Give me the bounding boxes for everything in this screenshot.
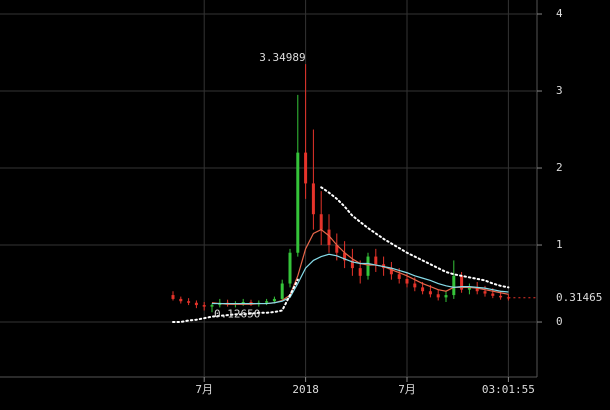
max-label: 3.34989 bbox=[259, 51, 305, 64]
candle-body bbox=[350, 260, 354, 269]
y-tick-label: 2 bbox=[556, 161, 563, 174]
candle-body bbox=[187, 301, 191, 303]
candle-body bbox=[311, 183, 315, 215]
x-tick-label: 03:01:55 bbox=[482, 383, 535, 396]
candle-body bbox=[397, 274, 401, 279]
candle-body bbox=[210, 305, 214, 307]
series-line bbox=[212, 253, 509, 305]
candle-body bbox=[288, 252, 292, 284]
candle-body bbox=[483, 291, 487, 294]
candle-body bbox=[499, 295, 503, 298]
candle-body bbox=[460, 275, 464, 290]
x-tick-label: 2018 bbox=[292, 383, 319, 396]
candle-body bbox=[194, 302, 198, 306]
y-tick-label: 3 bbox=[556, 84, 563, 97]
candle-body bbox=[491, 293, 495, 296]
candle-body bbox=[335, 245, 339, 253]
candle-body bbox=[272, 298, 276, 302]
x-tick-label: 7月 bbox=[398, 383, 416, 396]
candle-body bbox=[366, 256, 370, 276]
candle-body bbox=[280, 283, 284, 299]
candle-body bbox=[319, 214, 323, 230]
candle-body bbox=[421, 287, 425, 292]
candle-body bbox=[389, 268, 393, 275]
candle-body bbox=[428, 291, 432, 295]
candle-body bbox=[265, 301, 269, 303]
candle-body bbox=[171, 295, 175, 299]
candle-body bbox=[241, 302, 245, 304]
candle-body bbox=[436, 294, 440, 298]
candle-body bbox=[202, 305, 206, 307]
candle-body bbox=[374, 256, 378, 265]
candle-body bbox=[413, 283, 417, 288]
candle-body bbox=[475, 287, 479, 292]
candle-body bbox=[179, 298, 183, 302]
candle-body bbox=[296, 152, 300, 253]
candle-body bbox=[327, 229, 331, 246]
min-label: 0.12650 bbox=[214, 307, 260, 320]
y-tick-label: 1 bbox=[556, 238, 563, 251]
candle-body bbox=[467, 287, 471, 290]
series-line bbox=[320, 186, 510, 289]
candle-body bbox=[405, 278, 409, 284]
y-tick-label: 0 bbox=[556, 315, 563, 328]
candle-body bbox=[304, 152, 308, 184]
candle-body bbox=[343, 252, 347, 261]
candle-body bbox=[358, 268, 362, 276]
candle-body bbox=[452, 275, 456, 296]
candle-body bbox=[444, 295, 448, 298]
last-price-label: 0.31465 bbox=[556, 291, 602, 304]
x-tick-label: 7月 bbox=[195, 383, 213, 396]
y-tick-label: 4 bbox=[556, 7, 563, 20]
series-line bbox=[172, 278, 299, 324]
